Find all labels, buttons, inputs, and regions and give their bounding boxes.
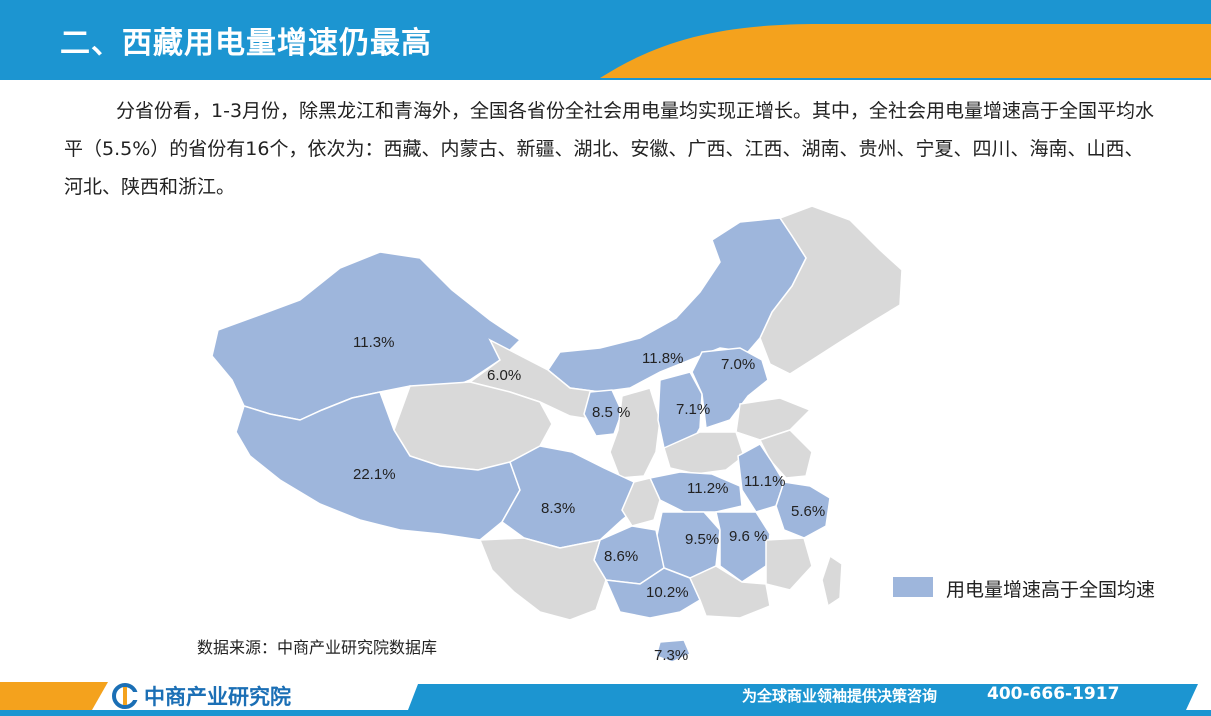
- region-jiangxi: [715, 511, 771, 583]
- label-guangxi: 10.2%: [646, 584, 689, 601]
- footer-phone: 400-666-1917: [987, 684, 1120, 704]
- footer-band: [0, 680, 1211, 716]
- footer-logo: 中商产业研究院: [112, 683, 291, 709]
- header-shape: [0, 0, 1211, 80]
- region-chongqing: [621, 477, 661, 527]
- region-zhejiang: [775, 481, 831, 539]
- region-henan: [663, 431, 745, 475]
- region-shandong: [735, 397, 812, 441]
- region-hubei: [648, 471, 743, 513]
- label-tibet: 22.1%: [353, 466, 396, 483]
- header-band: 二、西藏用电量增速仍最高: [0, 0, 1211, 80]
- label-jiangxi: 9.6 %: [729, 528, 768, 545]
- logo-text: 中商产业研究院: [144, 685, 291, 709]
- label-inner-mongolia: 11.8%: [642, 350, 684, 367]
- legend-label: 用电量增速高于全国均速: [946, 579, 1156, 601]
- footer-slogan: 为全球商业领袖提供决策咨询: [742, 687, 938, 705]
- label-hubei: 11.2%: [687, 480, 729, 497]
- label-zhejiang: 5.6%: [791, 503, 826, 520]
- region-guangdong: [689, 565, 771, 619]
- label-xinjiang: 11.3%: [353, 334, 395, 351]
- legend-swatch: [893, 577, 933, 597]
- label-ningxia: 8.5 %: [592, 404, 631, 421]
- page-title: 二、西藏用电量增速仍最高: [60, 26, 432, 61]
- region-gansu: [468, 338, 611, 421]
- label-anhui: 11.1%: [744, 473, 786, 490]
- region-shaanxi: [609, 387, 661, 479]
- region-sichuan: [501, 445, 652, 549]
- label-sichuan: 8.3%: [541, 500, 576, 517]
- region-yunnan: [478, 537, 607, 621]
- label-gansu: 6.0%: [487, 367, 522, 384]
- region-ningxia: [583, 389, 623, 437]
- region-taiwan: [821, 554, 843, 608]
- label-shanxi: 7.1%: [676, 401, 711, 418]
- label-hunan: 9.5%: [685, 531, 720, 548]
- intro-text: 分省份看，1-3月份，除黑龙江和青海外，全国各省份全社会用电量均实现正增长。其中…: [64, 100, 1155, 198]
- logo-icon: [112, 683, 138, 709]
- region-hainan: [655, 639, 691, 663]
- data-source: 数据来源：中商产业研究院数据库: [197, 638, 438, 657]
- label-guizhou: 8.6%: [604, 548, 639, 565]
- label-beijing: 7.0%: [721, 356, 756, 373]
- footer-shape: [0, 682, 1211, 716]
- region-fujian: [765, 537, 813, 591]
- intro-paragraph: 分省份看，1-3月份，除黑龙江和青海外，全国各省份全社会用电量均实现正增长。其中…: [64, 92, 1159, 206]
- label-hainan: 7.3%: [654, 647, 689, 664]
